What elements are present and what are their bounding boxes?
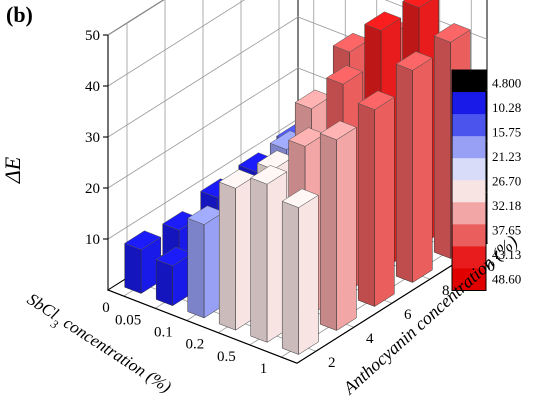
colorbar-swatch	[452, 136, 486, 159]
bar-1-8	[395, 51, 433, 283]
y-tick-label: 6	[404, 307, 412, 323]
z-tick-label: 30	[85, 130, 100, 146]
colorbar-label: 43.13	[492, 247, 521, 262]
colorbar-label: 21.23	[492, 149, 521, 164]
z-axis-label: ΔE	[0, 156, 25, 184]
z-tick-label: 50	[85, 28, 100, 44]
bar-0.5-2	[250, 165, 288, 343]
x-tick-label: 0	[102, 300, 110, 316]
panel-label: (b)	[6, 2, 33, 27]
z-tick-label: 20	[85, 181, 100, 197]
y-tick-label: 8	[442, 283, 450, 299]
x-tick-label: 0.1	[154, 325, 173, 341]
colorbar-label: 37.65	[492, 222, 521, 237]
x-tick-label: 0.5	[217, 349, 236, 365]
x-tick-label: 0.2	[186, 337, 205, 353]
colorbar-swatch	[452, 180, 486, 203]
z-tick-label: 10	[85, 232, 100, 248]
colorbar-label: 4.800	[492, 75, 521, 90]
bars	[124, 0, 471, 355]
colorbar-swatch	[452, 202, 486, 225]
colorbar-label: 26.70	[492, 173, 521, 188]
colorbar-swatch	[452, 114, 486, 137]
z-tick-label: 40	[85, 79, 100, 95]
bar-1-2	[281, 188, 319, 355]
colorbar-swatch	[452, 268, 486, 291]
x-axis	[107, 289, 298, 364]
colorbar-label: 48.60	[492, 271, 521, 286]
bar-1-6	[357, 90, 395, 307]
y-tick-label: 2	[328, 355, 336, 371]
colorbar-swatch	[452, 92, 486, 115]
colorbar-swatch	[452, 224, 486, 247]
colorbar-label: 32.18	[492, 198, 521, 213]
colorbar-swatch	[452, 246, 486, 269]
colorbar-label: 15.75	[492, 124, 521, 139]
colorbar-swatch	[452, 70, 486, 93]
y-tick-label: 4	[366, 331, 374, 347]
bar-0.2-2	[218, 169, 256, 331]
x-tick-label: 0.05	[115, 312, 141, 328]
colorbar-label: 10.28	[492, 100, 521, 115]
bar-0.05-2	[155, 246, 193, 307]
colorbar: 4.800 10.28 15.75 21.23 26.70 32.18 37.65 43.13…	[451, 69, 521, 291]
bar-1-4	[319, 120, 357, 331]
x-tick-label: 1	[260, 361, 268, 377]
bar-0-2	[124, 230, 162, 294]
colorbar-swatch	[452, 158, 486, 181]
bar-0.1-2	[187, 205, 225, 319]
